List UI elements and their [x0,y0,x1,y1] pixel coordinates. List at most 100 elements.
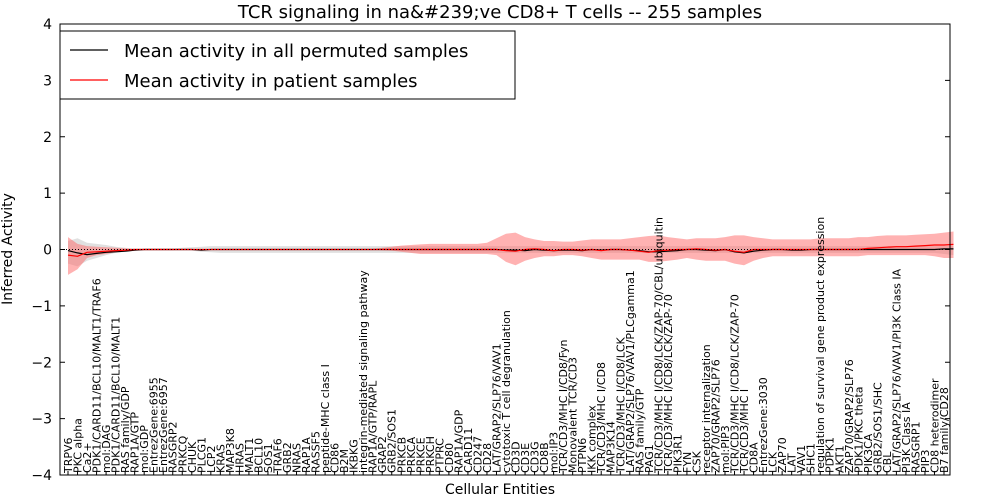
y-tick-label: 1 [43,186,52,202]
x-tick-label: TCR/CD3/MHC I [738,389,751,474]
x-axis-label: Cellular Entities [445,482,555,498]
y-tick-label: 4 [43,17,52,33]
x-tick-label: GRB2/SOS1 [386,409,399,473]
x-tick-label: PIP3 [919,449,932,473]
x-tick-label: RAP1A/GDP [452,409,465,473]
chart-title: TCR signaling in na&#239;ve CD8+ T cells… [237,2,762,23]
x-tick-label: KRAS [214,444,227,473]
x-tick-label: IKK complex [586,405,599,473]
y-axis-ticks: −4 −3 −2 −1 0 1 2 3 4 [31,17,950,484]
x-tick-label: HRAS [233,443,246,473]
legend-label-patient: Mean activity in patient samples [124,71,418,92]
x-tick-label: PTPN6 [576,438,589,473]
x-tick-label: NRAS [291,443,304,473]
x-tick-label: MAP3K8 [224,428,237,473]
x-tick-label: PDK1/PKC theta [852,386,865,473]
x-tick-label: EntrezGene:6957 [157,377,170,473]
y-tick-label: 0 [43,243,52,259]
x-tick-label: CSK [690,450,703,473]
x-tick-label: RAP1A [300,437,313,473]
x-tick-label: RAS family/GTP [633,388,646,473]
x-tick-label: PRKCB [395,437,408,473]
x-tick-label: RASGRP2 [167,421,180,473]
x-tick-label: PRKCE [414,437,427,473]
x-tick-label: CARD11 [462,428,475,473]
x-tick-label: mol:IP3 [548,432,561,473]
x-tick-label: PRKCQ [176,435,189,473]
x-tick-label: GRB2 [281,442,294,473]
x-tick-label: TCR/CD3/MHC I/CD8/Fyn [557,339,570,474]
x-tick-label: CD247 [471,436,484,473]
x-tick-label: GRAP2 [376,436,389,473]
x-tick-label: TCR/CD3/MHC I/CD8/LCK [614,336,627,474]
x-tick-label: CBL [881,451,894,473]
legend-box [59,30,516,100]
x-tick-label: IKBKG [348,439,361,473]
x-tick-label: PI3K Class IA [900,402,913,473]
x-tick-label: CD3G [529,441,542,473]
x-tick-label: LAT/GRAP2/SLP76/VAV1 [491,343,504,473]
x-tick-label: B2M [338,449,351,473]
x-tick-label: ZAP70/GRAP2/SLP76 [843,359,856,473]
x-tick-label: PDPK1 [824,437,837,473]
legend-label-permuted: Mean activity in all permuted samples [124,41,468,62]
x-tick-label: CD8A [748,442,761,473]
x-tick-label: TRAF6 [272,438,285,474]
x-tick-label: B7 family/CD28 [938,387,951,473]
band-patient [68,231,954,275]
x-tick-label: FYN [681,452,694,473]
x-tick-label: GRB2/SOS1/SHC [871,382,884,473]
x-tick-label: PLCG1 [195,437,208,473]
plot-frame [59,23,951,476]
x-tick-label: EntrezGene:3030 [757,377,770,473]
series-lines [67,243,954,257]
x-tick-label: CD3E [519,443,532,473]
x-tick-label: regulation of survival gene product expr… [814,217,827,473]
y-axis-label: Inferred Activity [0,193,16,305]
x-tick-label: MAP3K14 [605,421,618,473]
x-tick-label: ZAP70/GRAP2/SLP76 [710,359,723,473]
x-tick-label: PDK1/CARD11/BCL10/MALT1/TRAF6 [91,278,104,473]
y-tick-label: 3 [43,73,52,89]
x-tick-label: Ca2+ [81,442,94,473]
x-tick-label: PIK3R1 [671,434,684,473]
x-tick-label: cytotoxic T cell degranulation [500,310,513,473]
confidence-bands [68,231,954,275]
x-tick-label: PDK1/CARD11/BCL10/MALT1 [110,317,123,473]
x-tick-label: CD28 [481,443,494,473]
x-tick-label: LAT/GRAP2/SLP76/VAV1/PI3K Class IA [890,268,903,473]
x-tick-label: TCR/CD3/MHC I/CD8 [595,362,608,474]
x-tick-label: ZAP70 [776,437,789,473]
x-tick-label: TRPV6 [62,437,75,474]
x-tick-label: RAP1A/GTP/RAPL [367,380,380,473]
x-tick-label: PIK3CA [862,433,875,473]
x-tick-label: Monovalent TCR/CD3 [567,357,580,473]
x-tick-label: CD3D [510,441,523,473]
x-tick-label: TCR/CD3/MHC I/CD8/LCK/ZAP-70 [662,294,675,474]
x-tick-label: PTPRC [433,438,446,473]
y-tick-label: −2 [31,355,52,371]
x-tick-label: integrin-mediated signaling pathway [357,270,370,473]
x-tick-label: RASGRP1 [909,421,922,473]
x-tick-label: receptor internalization [700,344,713,473]
x-tick-label: CD86 [329,443,342,473]
x-tick-label: PRKCH [424,436,437,473]
x-tick-label: SHC1 [805,443,818,473]
y-tick-label: −4 [31,468,52,484]
x-tick-label: PKC alpha [72,418,85,473]
x-tick-label: mol:DAG [100,425,113,473]
x-tick-label: LAT [786,453,799,473]
x-tick-label: TCR/CD3/MHC I/CD8/LCK/ZAP-70 [729,294,742,474]
x-tick-label: CD8 heterodimer [929,378,942,473]
x-tick-label: LAT/GRAP2/SLP76/VAV1/PLCgamma1 [624,270,637,473]
x-tick-label: EntrezGene:6955 [148,377,161,473]
x-tick-label: AKT1 [833,445,846,473]
x-tick-label: PRKCA [405,436,418,473]
x-tick-label: LCK [767,451,780,473]
x-tick-label: CHUK [186,441,199,473]
series-line-patient [67,243,954,257]
y-tick-label: 2 [43,130,52,146]
x-tick-label: BCL10 [252,438,265,473]
